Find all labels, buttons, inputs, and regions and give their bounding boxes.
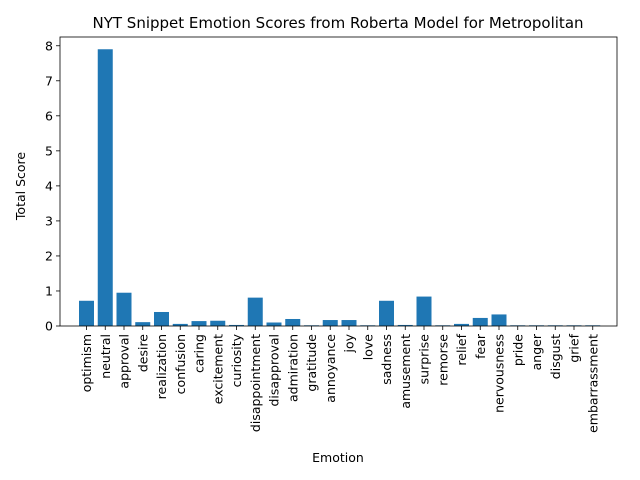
x-tick-label-gratitude: gratitude bbox=[304, 334, 319, 392]
bar-approval bbox=[116, 292, 132, 326]
bar-caring bbox=[191, 321, 207, 326]
x-tick-label-sadness: sadness bbox=[379, 334, 394, 385]
x-tick-label-optimism: optimism bbox=[79, 334, 94, 392]
bar-optimism bbox=[79, 300, 94, 326]
x-tick-label-desire: desire bbox=[135, 334, 150, 372]
x-tick-label-love: love bbox=[360, 334, 375, 361]
x-tick-label-embarrassment: embarrassment bbox=[585, 334, 600, 433]
bar-sadness bbox=[379, 300, 394, 326]
x-tick-label-realization: realization bbox=[154, 334, 169, 399]
y-tick-label: 7 bbox=[45, 73, 53, 88]
y-axis-label: Total Score bbox=[13, 152, 28, 221]
bar-annoyance bbox=[322, 320, 338, 326]
x-tick-label-joy: joy bbox=[342, 333, 357, 353]
x-tick-label-disapproval: disapproval bbox=[267, 334, 282, 407]
x-tick-label-grief: grief bbox=[567, 333, 582, 362]
x-tick-label-disgust: disgust bbox=[548, 334, 563, 379]
x-tick-label-confusion: confusion bbox=[173, 334, 188, 394]
y-tick-label: 5 bbox=[45, 143, 53, 158]
x-tick-label-approval: approval bbox=[117, 334, 132, 389]
x-axis-label: Emotion bbox=[312, 450, 364, 465]
bar-relief bbox=[454, 323, 469, 326]
x-tick-label-annoyance: annoyance bbox=[323, 334, 338, 403]
axes-frame bbox=[59, 36, 618, 327]
plot-area: 0 1 2 3 4 5 6 7 8 optimism neutral approval desire re… bbox=[45, 36, 618, 433]
y-tick-label: 6 bbox=[45, 108, 53, 123]
x-tick-label-nervousness: nervousness bbox=[492, 334, 507, 413]
y-tick-label: 4 bbox=[45, 178, 53, 193]
x-tick-label-remorse: remorse bbox=[435, 334, 450, 386]
bar-nervousness bbox=[491, 314, 507, 326]
x-tick-label-neutral: neutral bbox=[98, 334, 113, 379]
bar-curiosity bbox=[229, 324, 244, 326]
y-tick-label: 8 bbox=[45, 38, 53, 53]
y-tick-label: 1 bbox=[45, 283, 53, 298]
bar-joy bbox=[341, 320, 357, 326]
bar-disapproval bbox=[266, 322, 282, 326]
x-tick-label-relief: relief bbox=[454, 333, 469, 365]
bar-fear bbox=[472, 317, 488, 326]
x-tick-label-disappointment: disappointment bbox=[248, 334, 263, 432]
bar-neutral bbox=[97, 49, 113, 326]
y-tick-label: 3 bbox=[45, 213, 53, 228]
x-tick-label-anger: anger bbox=[529, 333, 544, 370]
bar-surprise bbox=[416, 296, 432, 326]
chart-title: NYT Snippet Emotion Scores from Roberta … bbox=[92, 14, 583, 32]
bar-disappointment bbox=[247, 297, 263, 326]
x-tick-label-surprise: surprise bbox=[417, 334, 432, 385]
x-tick-label-amusement: amusement bbox=[398, 334, 413, 409]
x-tick-label-admiration: admiration bbox=[285, 334, 300, 402]
bar-admiration bbox=[285, 318, 301, 326]
bar-amusement bbox=[397, 324, 413, 326]
bar-confusion bbox=[172, 323, 188, 326]
x-tick-label-excitement: excitement bbox=[210, 334, 225, 404]
x-tick-label-curiosity: curiosity bbox=[229, 333, 244, 387]
bar-realization bbox=[154, 311, 169, 326]
bar-desire bbox=[135, 322, 151, 326]
x-tick-label-pride: pride bbox=[510, 334, 525, 366]
bar-excitement bbox=[210, 320, 226, 326]
x-tick-label-caring: caring bbox=[192, 334, 207, 373]
y-tick-label: 0 bbox=[45, 319, 53, 334]
x-tick-label-fear: fear bbox=[473, 333, 488, 359]
y-tick-label: 2 bbox=[45, 248, 53, 263]
